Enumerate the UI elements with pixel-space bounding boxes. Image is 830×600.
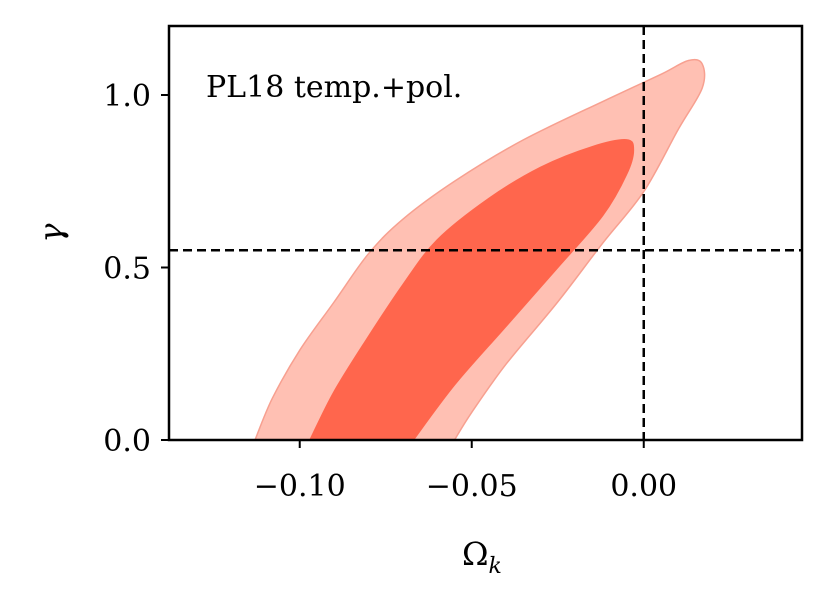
y-axis-ticks: 0.0 0.5 1.0 bbox=[103, 79, 169, 459]
x-axis-label-main: Ω bbox=[462, 535, 489, 573]
x-axis-label-subscript: k bbox=[489, 554, 502, 579]
contour-inner bbox=[309, 139, 635, 440]
y-tick-label: 0.5 bbox=[103, 252, 151, 287]
x-tick-label: −0.10 bbox=[254, 469, 346, 504]
plot-frame bbox=[167, 24, 804, 442]
chart-annotation: PL18 temp.+pol. bbox=[206, 70, 462, 105]
x-axis-label: Ωk bbox=[462, 535, 502, 579]
y-axis-label: γ bbox=[32, 223, 70, 243]
x-tick-label: −0.05 bbox=[426, 469, 518, 504]
y-tick-label: 0.0 bbox=[103, 424, 151, 459]
x-axis-ticks: −0.10 −0.05 0.00 bbox=[254, 440, 677, 504]
x-tick-label: 0.00 bbox=[610, 469, 677, 504]
y-tick-label: 1.0 bbox=[103, 79, 151, 114]
